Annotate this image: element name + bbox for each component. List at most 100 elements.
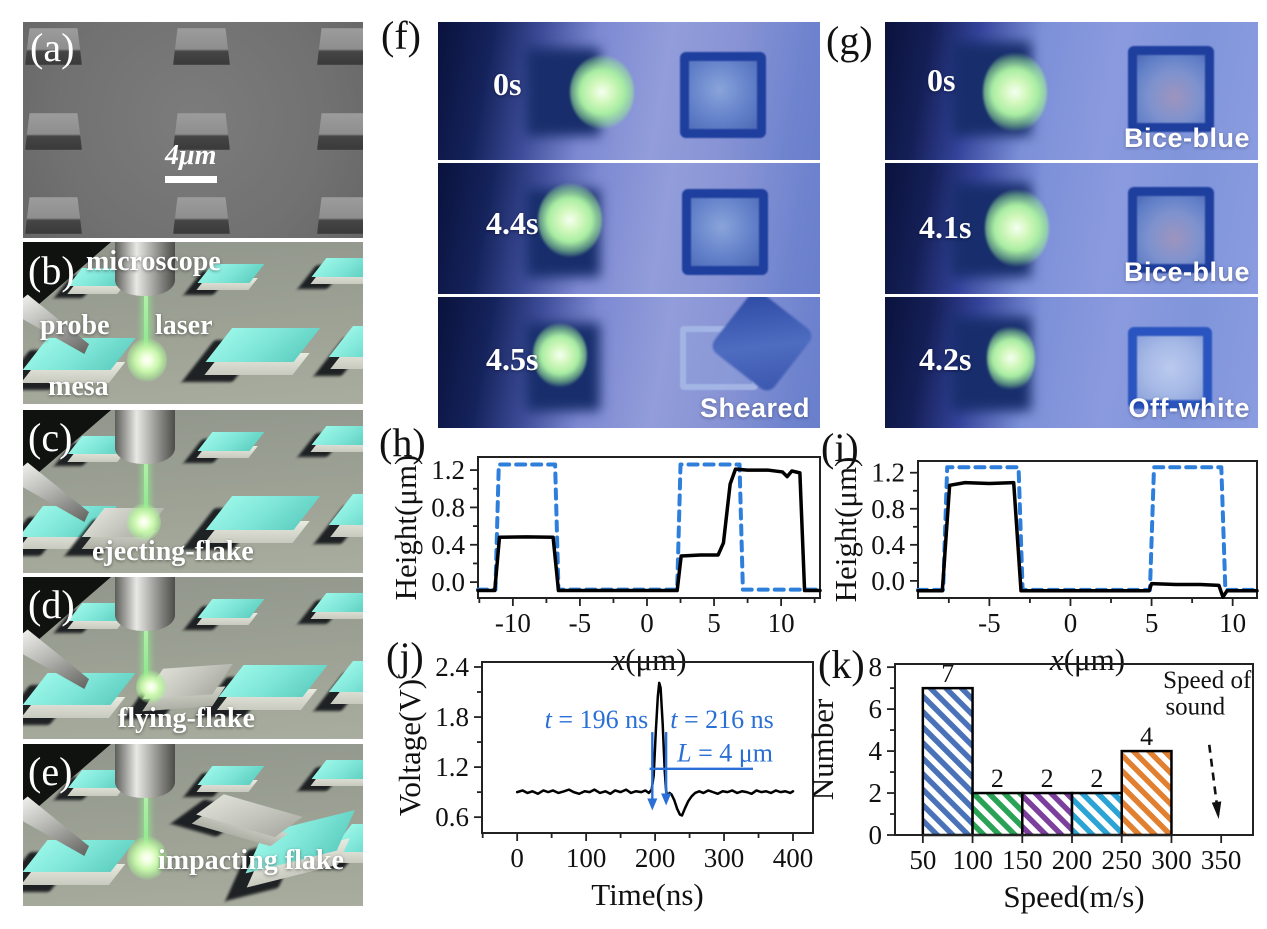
color-tag: Off-white bbox=[1128, 393, 1250, 423]
mesa-square bbox=[680, 52, 766, 138]
caption-impacting-flake: impacting flake bbox=[158, 845, 344, 876]
panel-label-a: (a) bbox=[30, 25, 75, 70]
label-probe: probe bbox=[40, 310, 110, 341]
frame-f-4p5s: 4.5s Sheared bbox=[438, 297, 820, 428]
svg-text:sound: sound bbox=[1165, 693, 1225, 720]
panel-label-k: (k) bbox=[818, 642, 865, 687]
svg-text:10: 10 bbox=[768, 608, 795, 638]
svg-text:0.8: 0.8 bbox=[871, 494, 905, 524]
mesa-top bbox=[311, 593, 363, 612]
svg-text:200: 200 bbox=[635, 843, 676, 873]
mesa-3d bbox=[314, 494, 363, 545]
svg-text:Height(μm): Height(μm) bbox=[388, 455, 423, 601]
svg-text:0.8: 0.8 bbox=[431, 492, 465, 522]
caption-ejecting-flake: ejecting-flake bbox=[92, 536, 254, 567]
color-tag: Bice-blue bbox=[1123, 257, 1250, 287]
series-original-mesa-dashed bbox=[916, 465, 1259, 592]
panel-f-image-sequence: 0s 4.4s 4.5s Sheared bbox=[438, 22, 820, 428]
microscope-objective bbox=[115, 744, 175, 798]
svg-text:350: 350 bbox=[1201, 845, 1242, 875]
caption-flying-flake: flying-flake bbox=[118, 703, 255, 734]
series-original-mesa-dashed bbox=[476, 462, 822, 592]
status-tag: Sheared bbox=[699, 393, 810, 423]
svg-text:0: 0 bbox=[869, 820, 883, 850]
svg-text:-10: -10 bbox=[495, 608, 531, 638]
mesa-3d bbox=[183, 766, 265, 797]
svg-text:10: 10 bbox=[1219, 608, 1246, 638]
sem-mesa bbox=[317, 28, 363, 65]
svg-text:5: 5 bbox=[1145, 608, 1159, 638]
panel-g-image-sequence: 0s Bice-blue 4.1s Bice-blue 4.2s Off-whi… bbox=[885, 22, 1258, 428]
panel-label-j: (j) bbox=[386, 634, 424, 679]
svg-text:4: 4 bbox=[869, 736, 883, 766]
laser-spot bbox=[983, 52, 1047, 132]
svg-text:Voltage(V): Voltage(V) bbox=[392, 679, 427, 816]
mesa-top bbox=[311, 426, 363, 445]
svg-text:2.4: 2.4 bbox=[435, 652, 469, 682]
mesa-3d bbox=[297, 258, 363, 289]
svg-text:x(μm): x(μm) bbox=[610, 642, 686, 677]
laser-spot bbox=[533, 323, 587, 387]
mesa-3d bbox=[297, 760, 363, 791]
panel-label-b: (b) bbox=[28, 248, 75, 293]
chart-svg-k: 7 2 2 2 4 50 100 150 200 250 300 350 0 2 4 6 8 Speed(m/s)… bbox=[805, 652, 1254, 914]
series-after-transfer-solid bbox=[476, 467, 822, 593]
laser-spot bbox=[987, 325, 1035, 391]
svg-text:t = 196 ns: t = 196 ns bbox=[545, 705, 649, 734]
mesa-top bbox=[328, 326, 363, 357]
svg-text:2: 2 bbox=[869, 778, 883, 808]
label-mesa: mesa bbox=[48, 371, 109, 402]
sem-mesa bbox=[173, 113, 230, 150]
svg-text:t = 216 ns: t = 216 ns bbox=[670, 705, 774, 734]
frame-f-4p4s: 4.4s bbox=[438, 163, 820, 294]
svg-text:100: 100 bbox=[952, 845, 993, 875]
laser-glow-spot bbox=[136, 670, 166, 704]
mesa-3d bbox=[297, 593, 363, 624]
sem-mesa bbox=[317, 113, 363, 150]
svg-text:-5: -5 bbox=[978, 608, 1001, 638]
svg-text:150: 150 bbox=[1002, 845, 1043, 875]
svg-text:200: 200 bbox=[1052, 845, 1093, 875]
chart-svg-h: -10 -5 0 5 10 0.0 0.4 0.8 1.2 x(μm) Height(μm) bbox=[388, 455, 822, 677]
svg-text:L = 4 μm: L = 4 μm bbox=[676, 738, 773, 767]
series-photodetector-signal bbox=[515, 681, 795, 817]
panel-a-sem-image bbox=[23, 22, 363, 238]
time-label: 4.5s bbox=[486, 341, 539, 377]
scale-bar-text: 4μm bbox=[165, 140, 217, 171]
time-label: 4.4s bbox=[486, 205, 539, 241]
mesa-3d bbox=[181, 328, 321, 383]
speed-histogram-chart-k: 7 2 2 2 4 50 100 150 200 250 300 350 0 2 4 6 8 Speed(m/s)… bbox=[795, 650, 1267, 924]
svg-text:0.0: 0.0 bbox=[871, 566, 905, 596]
time-label: 4.2s bbox=[919, 341, 972, 377]
panel-label-f: (f) bbox=[381, 13, 421, 58]
frame-g-0s: 0s Bice-blue bbox=[885, 22, 1258, 160]
chart-svg-j: 0 100 200 300 400 0.6 1.2 1.8 2.4 Time(ns) Voltage… bbox=[392, 652, 814, 912]
svg-text:2: 2 bbox=[1041, 764, 1054, 793]
svg-text:8: 8 bbox=[869, 652, 883, 682]
height-profile-chart-h: -10 -5 0 5 10 0.0 0.4 0.8 1.2 x(μm) Height(μm) bbox=[378, 443, 838, 687]
svg-text:0: 0 bbox=[510, 843, 524, 873]
svg-text:Speed(m/s): Speed(m/s) bbox=[1003, 879, 1144, 914]
laser-spot bbox=[570, 55, 634, 129]
svg-text:2: 2 bbox=[1090, 764, 1103, 793]
laser-beam bbox=[144, 796, 148, 860]
panel-label-i: (i) bbox=[821, 425, 859, 470]
mesa-3d bbox=[183, 432, 265, 463]
frame-g-4p2s: 4.2s Off-white bbox=[885, 297, 1258, 428]
scale-bar bbox=[165, 176, 217, 183]
svg-text:0.4: 0.4 bbox=[871, 530, 905, 560]
mesa-3d bbox=[183, 599, 265, 630]
panel-label-e: (e) bbox=[28, 749, 73, 794]
panel-label-h: (h) bbox=[379, 420, 426, 465]
panel-label-d: (d) bbox=[28, 582, 75, 627]
frame-f-0s: 0s bbox=[438, 22, 820, 160]
flake-3d bbox=[170, 791, 303, 850]
svg-text:5: 5 bbox=[707, 608, 721, 638]
time-label: 4.1s bbox=[919, 209, 972, 245]
svg-text:1.8: 1.8 bbox=[435, 702, 469, 732]
microscope-objective bbox=[115, 410, 175, 464]
mesa-3d bbox=[297, 426, 363, 457]
svg-text:0.4: 0.4 bbox=[431, 530, 465, 560]
height-profile-chart-i: -5 0 5 10 0.0 0.4 0.8 1.2 x(μm) Height(μm) bbox=[818, 447, 1267, 687]
